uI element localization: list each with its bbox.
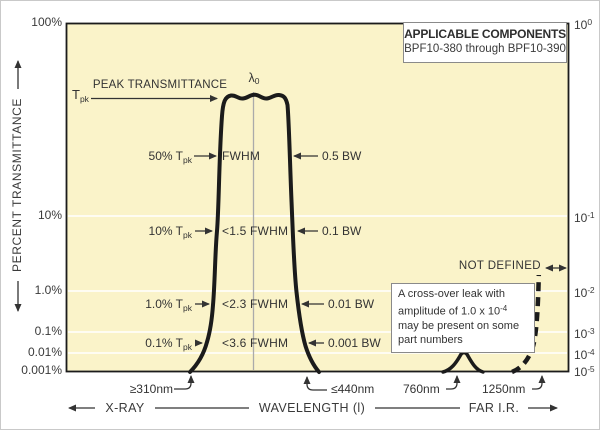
- y-axis-title: PERCENT TRANSMITTANCE: [10, 75, 26, 295]
- mark-440nm: ≤440nm: [331, 382, 375, 396]
- right-tick-1e-5: 10-5: [574, 364, 595, 379]
- left-tick-0p01: 0.01%: [27, 345, 62, 359]
- fwhm-label-1p5: <1.5 FWHM: [222, 224, 289, 238]
- bw-label-0p1: 0.1 BW: [322, 224, 362, 238]
- note-line-3: may be present on some: [398, 319, 520, 332]
- applicable-components-range: BPF10-380 through BPF10-390: [404, 43, 566, 55]
- tpk-level-label-50: 50% Tpk: [148, 149, 192, 165]
- note-line-2: amplitude of 1.0 x 10-4: [398, 303, 508, 318]
- lambda0-label: λ0: [248, 71, 260, 86]
- annotation-arrows: [91, 95, 567, 347]
- spectrum-label-wavelength: WAVELENGTH (l): [249, 401, 375, 416]
- not-defined-label: NOT DEFINED: [458, 260, 541, 272]
- peak-transmittance-label: PEAK TRANSMITTANCE: [92, 79, 228, 91]
- fwhm-label-2p3: <2.3 FWHM: [222, 297, 289, 311]
- mark-760nm: 760nm: [403, 382, 440, 396]
- right-tick-1e-2: 10-2: [574, 285, 595, 300]
- tpk-level-label-1: 1.0% Tpk: [145, 297, 192, 313]
- note-line-1: A cross-over leak with: [398, 288, 505, 300]
- right-tick-1e-3: 10-3: [574, 326, 595, 341]
- left-tick-1: 1.0%: [34, 283, 62, 297]
- tpk-level-label-0p1: 0.1% Tpk: [145, 336, 192, 352]
- fwhm-label-50: FWHM: [222, 149, 261, 163]
- right-tick-1e-4: 10-4: [574, 347, 595, 362]
- applicable-components-box: APPLICABLE COMPONENTS BPF10-380 through …: [403, 22, 567, 63]
- tpk-label: Tpk: [72, 87, 89, 104]
- spectrum-label-far-ir: FAR I.R.: [460, 401, 528, 416]
- wavelength-mark-arrows: [174, 375, 546, 391]
- bw-label-0p001: 0.001 BW: [328, 336, 381, 350]
- fwhm-label-3p6: <3.6 FWHM: [222, 336, 289, 350]
- left-tick-0p001: 0.001%: [21, 363, 62, 377]
- bw-label-0p01: 0.01 BW: [328, 297, 375, 311]
- mark-310nm: ≥310nm: [129, 382, 173, 396]
- spectrum-label-xray: X-RAY: [95, 401, 155, 416]
- crossover-leak-curve: [441, 350, 485, 374]
- bw-label-0p5: 0.5 BW: [322, 149, 362, 163]
- note-line-4: part numbers: [398, 334, 463, 346]
- crossover-note-box: A cross-over leak with amplitude of 1.0 …: [391, 283, 535, 353]
- left-tick-10: 10%: [37, 208, 62, 222]
- right-tick-1e-1: 10-1: [574, 210, 595, 225]
- right-tick-1e0: 100: [574, 17, 592, 32]
- applicable-components-title: APPLICABLE COMPONENTS: [404, 27, 566, 41]
- left-tick-0p1: 0.1%: [34, 324, 62, 338]
- tpk-level-label-10: 10% Tpk: [148, 224, 192, 240]
- mark-1250nm: 1250nm: [482, 382, 526, 396]
- left-tick-100: 100%: [31, 15, 62, 29]
- main-passband-curve: [188, 92, 321, 374]
